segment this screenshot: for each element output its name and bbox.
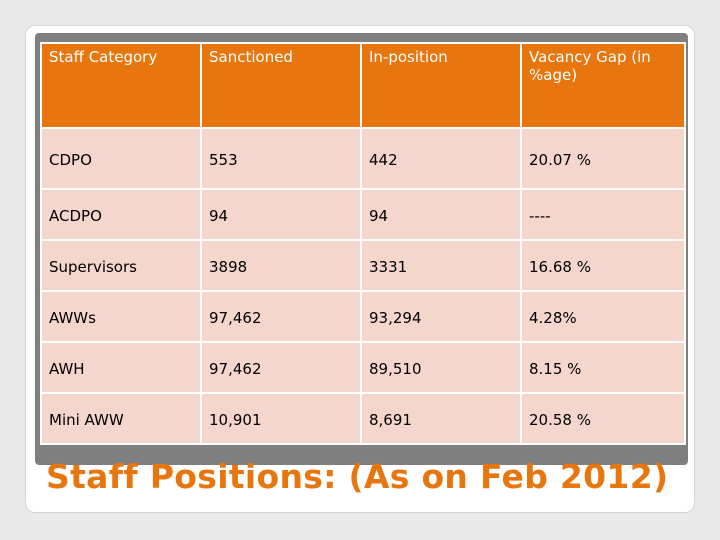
table-cell: 8.15 % — [520, 341, 686, 394]
slide-title: Staff Positions: (As on Feb 2012) — [46, 457, 669, 496]
table-cell: 20.07 % — [520, 127, 686, 190]
table-row: Mini AWW 10,901 8,691 20.58 % — [40, 392, 686, 445]
table-row: AWH 97,462 89,510 8.15 % — [40, 341, 686, 394]
table-cell: 8,691 — [360, 392, 522, 445]
table-cell: 10,901 — [200, 392, 362, 445]
header-cell: In-position — [360, 42, 522, 129]
table-cell: ---- — [520, 188, 686, 241]
table-row: ACDPO 94 94 ---- — [40, 188, 686, 241]
table-row: Supervisors 3898 3331 16.68 % — [40, 239, 686, 292]
table-row: AWWs 97,462 93,294 4.28% — [40, 290, 686, 343]
table-cell: 4.28% — [520, 290, 686, 343]
table-cell: Mini AWW — [40, 392, 202, 445]
header-row: Staff Category Sanctioned In-position Vacan… — [40, 42, 686, 129]
table-cell: Supervisors — [40, 239, 202, 292]
table-cell: 97,462 — [200, 290, 362, 343]
table-cell: 97,462 — [200, 341, 362, 394]
table-cell: 3331 — [360, 239, 522, 292]
table-row: CDPO 553 442 20.07 % — [40, 127, 686, 190]
staff-table: Staff Category Sanctioned In-position Vacan… — [40, 42, 686, 445]
table-cell: 16.68 % — [520, 239, 686, 292]
table-cell: 442 — [360, 127, 522, 190]
header-cell: Staff Category — [40, 42, 202, 129]
table-cell: AWWs — [40, 290, 202, 343]
table-cell: 20.58 % — [520, 392, 686, 445]
table-body: CDPO 553 442 20.07 % ACDPO 94 94 ---- Supervisor… — [40, 127, 686, 445]
table-cell: 93,294 — [360, 290, 522, 343]
table-cell: 89,510 — [360, 341, 522, 394]
table-cell: CDPO — [40, 127, 202, 190]
table-cell: 553 — [200, 127, 362, 190]
table-cell: ACDPO — [40, 188, 202, 241]
table-cell: 94 — [200, 188, 362, 241]
table-cell: 94 — [360, 188, 522, 241]
header-cell: Sanctioned — [200, 42, 362, 129]
table-cell: 3898 — [200, 239, 362, 292]
table-cell: AWH — [40, 341, 202, 394]
header-cell: Vacancy Gap (in %age) — [520, 42, 686, 129]
